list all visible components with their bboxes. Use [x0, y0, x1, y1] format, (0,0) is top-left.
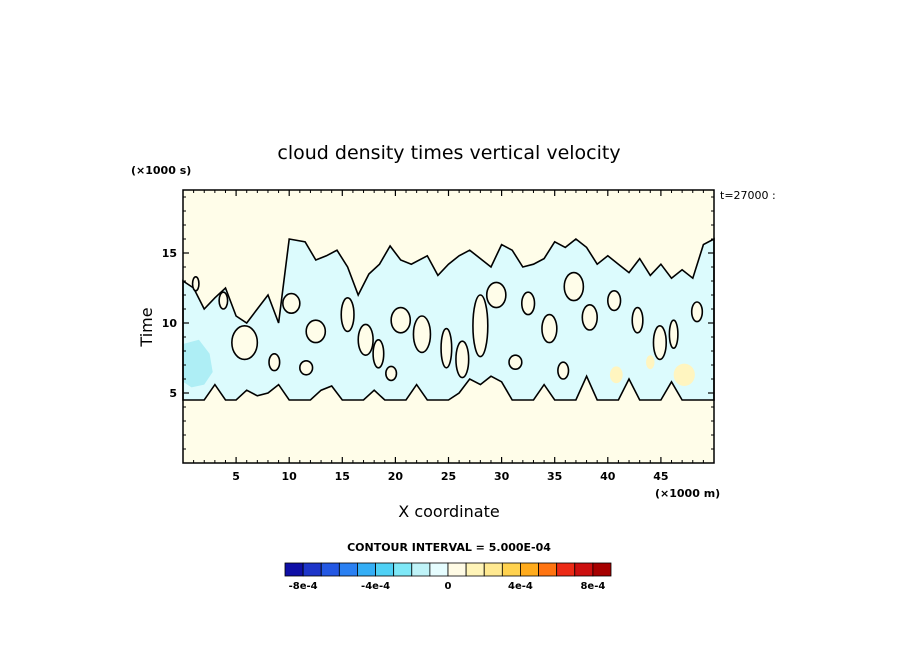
contour-island [472, 294, 489, 358]
colorbar-swatch [375, 562, 395, 577]
x-tick-label: 15 [335, 470, 350, 483]
contour-island [485, 281, 507, 309]
colorbar-swatch [393, 562, 413, 577]
contour-island [557, 361, 570, 380]
contour-interval-text: CONTOUR INTERVAL = 5.000E-04 [347, 541, 551, 554]
contour-lines [182, 237, 715, 401]
contour-island [606, 290, 622, 312]
contour-line [182, 237, 715, 401]
x-tick-label: 45 [653, 470, 668, 483]
contour-island [268, 353, 281, 372]
contour-island [563, 271, 585, 302]
colorbar-label: 0 [445, 581, 452, 592]
colorbar-label: -8e-4 [289, 581, 318, 592]
contour-island [385, 365, 398, 382]
contour-island [631, 306, 644, 334]
x-tick-label: 30 [494, 470, 510, 483]
colorbar-swatch [556, 562, 576, 577]
contour-island [357, 323, 374, 356]
colorbar-swatch [592, 562, 612, 577]
contour-island [412, 315, 432, 354]
x-unit-label: (×1000 m) [655, 487, 720, 500]
positive-region [609, 366, 623, 384]
plot-area: 5 10 15 20 25 30 35 40 45 5 10 15 [162, 189, 715, 483]
x-tick-label: 40 [600, 470, 616, 483]
contour-island [299, 359, 314, 376]
colorbar-swatch [520, 562, 539, 577]
colorbar-swatch [574, 562, 594, 577]
contour-island [690, 301, 704, 323]
colorbar-swatch [501, 562, 521, 577]
colorbar-swatch [357, 562, 376, 577]
contour-island [231, 325, 259, 361]
positive-region [646, 355, 655, 370]
contour-island [520, 291, 536, 316]
colorbar-swatch [302, 562, 322, 577]
colorbar-swatch [538, 562, 558, 577]
colorbar-swatch [284, 562, 304, 577]
contour-island [282, 292, 301, 315]
contour-island [340, 297, 355, 333]
contour-island [440, 327, 453, 369]
x-axis-ticks: 5 10 15 20 25 30 35 40 45 [232, 190, 669, 483]
contour-island [390, 306, 412, 334]
x-axis-label: X coordinate [398, 502, 499, 521]
contour-island [508, 354, 523, 371]
colorbar-swatch [338, 562, 358, 577]
colorbar-swatch [429, 562, 449, 577]
colorbar-swatch [411, 562, 431, 577]
chart-title: cloud density times vertical velocity [277, 142, 620, 164]
y-tick-label: 5 [169, 387, 177, 400]
contour-island [581, 303, 598, 331]
strong-negative-region [183, 339, 213, 388]
y-tick-label: 10 [162, 317, 178, 330]
colorbar-swatch [483, 562, 503, 577]
colorbar-swatch [447, 562, 467, 577]
contour-island [305, 319, 327, 344]
y-axis-ticks: 5 10 15 [162, 247, 714, 400]
colorbar-label: -4e-4 [361, 581, 390, 592]
colorbar-label: 8e-4 [580, 581, 605, 592]
y-tick-label: 15 [162, 247, 177, 260]
x-tick-label: 25 [441, 470, 456, 483]
contour-island [372, 338, 385, 369]
y-unit-label: (×1000 s) [131, 164, 191, 177]
contour-island [218, 291, 229, 310]
colorbar: -8e-4 -4e-4 0 4e-4 8e-4 [284, 562, 612, 592]
contour-island [652, 325, 668, 361]
contour-island [191, 275, 200, 292]
colorbar-label: 4e-4 [508, 581, 533, 592]
x-tick-label: 5 [232, 470, 240, 483]
contour-island [455, 340, 470, 379]
minor-ticks [183, 190, 714, 463]
y-axis-label: Time [137, 307, 156, 347]
x-tick-label: 20 [388, 470, 404, 483]
contour-island [668, 319, 679, 350]
x-tick-label: 10 [282, 470, 298, 483]
time-stamp: t=27000 : [720, 189, 776, 202]
x-tick-label: 35 [547, 470, 562, 483]
contour-island [541, 313, 558, 344]
positive-region [673, 363, 695, 386]
colorbar-swatch [465, 562, 485, 577]
colorbar-swatch [320, 562, 340, 577]
